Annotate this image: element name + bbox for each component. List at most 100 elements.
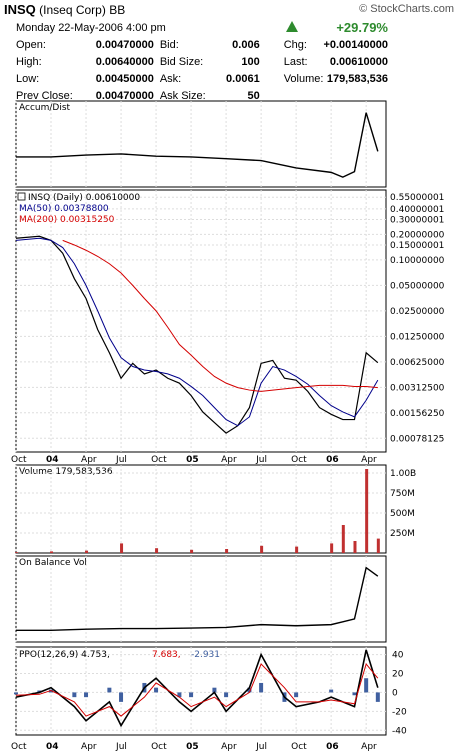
ppo-hist-bar xyxy=(364,678,369,693)
ppo-x-tick: 04 xyxy=(46,742,59,752)
ppo-hist-bar xyxy=(247,687,252,693)
ppo-hist-bar xyxy=(224,692,229,698)
ppo-tick-label: 40 xyxy=(392,651,404,661)
price-title: INSQ (Daily) 0.00610000 xyxy=(28,193,140,203)
volume-bar xyxy=(330,543,334,553)
volume-bar xyxy=(260,545,264,553)
price-x-tick: Oct xyxy=(11,455,27,465)
price-x-tick: Apr xyxy=(221,455,237,465)
price-x-tick: 05 xyxy=(186,455,199,465)
price-tick-label: 0.00625000 xyxy=(390,358,445,368)
price-x-tick: Oct xyxy=(291,455,307,465)
bidsize-label: Bid Size: xyxy=(159,55,204,68)
low-label: Low: xyxy=(16,72,40,85)
open-value: 0.00470000 xyxy=(95,38,154,51)
ppo-hist-value: -2.931 xyxy=(191,650,220,660)
ppo-hist-bar xyxy=(212,687,217,693)
volume-title: Volume 179,583,536 xyxy=(19,467,113,477)
volume-bar xyxy=(353,541,357,553)
ma50-label: MA(50) 0.00378800 xyxy=(19,204,109,214)
obv-title: On Balance Vol xyxy=(19,558,87,568)
chg-value: +0.00140000 xyxy=(323,38,388,51)
obv-line xyxy=(16,566,379,632)
high-value: 0.00640000 xyxy=(95,55,154,68)
chg-label: Chg: xyxy=(283,38,307,51)
ppo-hist-bar xyxy=(352,692,357,696)
price-x-tick: Jul xyxy=(255,455,267,465)
panel-frame-0 xyxy=(15,100,387,188)
ppo-hist-bar xyxy=(119,692,124,702)
ppo-tick-label: -40 xyxy=(392,726,407,736)
volume-bar xyxy=(50,551,54,553)
ppo-tick-label: 0 xyxy=(392,688,398,698)
price-tick-label: 0.40000001 xyxy=(390,205,444,215)
last-label: Last: xyxy=(283,55,308,68)
ppo-x-tick: 05 xyxy=(186,742,199,752)
ppo-x-tick: Apr xyxy=(361,742,377,752)
ma200-line xyxy=(62,239,378,392)
ma200-label: MA(200) 0.00315250 xyxy=(19,215,115,225)
price-x-tick: Apr xyxy=(361,455,377,465)
price-tick-label: 0.00312500 xyxy=(390,383,445,393)
ppo-signal-value: 7.683, xyxy=(152,650,181,660)
exchange-code: BB xyxy=(109,3,126,17)
ppo-hist-bar xyxy=(189,692,194,698)
price-tick-label: 0.00078125 xyxy=(390,434,444,444)
ask-label: Ask: xyxy=(159,72,182,85)
volume-tick-label: 1.00B xyxy=(390,469,416,479)
price-tick-label: 0.01250000 xyxy=(390,332,445,342)
price-line xyxy=(15,235,379,434)
quote-datetime: Monday 22-May-2006 4:00 pm xyxy=(16,21,166,34)
ppo-hist-bar xyxy=(154,687,159,693)
volume-tick-label: 250M xyxy=(390,529,415,539)
volume-bar xyxy=(120,543,124,553)
low-value: 0.00450000 xyxy=(95,72,154,85)
volume-bar xyxy=(15,552,18,553)
prevclose-label: Prev Close: xyxy=(16,89,73,102)
ppo-hist-bar xyxy=(177,692,182,698)
ppo-x-tick: Apr xyxy=(221,742,237,752)
ppo-hist-bar xyxy=(14,692,18,695)
price-tick-label: 0.00156250 xyxy=(390,409,445,419)
volume-bar xyxy=(295,546,299,553)
quote-box: Monday 22-May-2006 4:00 pm +29.79% Open:… xyxy=(16,19,388,104)
ppo-hist-bar xyxy=(259,682,264,693)
price-x-tick: 04 xyxy=(46,455,59,465)
ppo-tick-label: -20 xyxy=(392,707,407,717)
ticker-symbol: INSQ xyxy=(4,2,36,17)
panel-frame-2 xyxy=(15,464,387,554)
ma50-line xyxy=(15,237,379,427)
last-value: 0.00610000 xyxy=(329,55,388,68)
ppo-x-tick: Apr xyxy=(81,742,97,752)
ppo-hist-bar xyxy=(329,689,334,693)
ppo-hist-bar xyxy=(84,692,89,698)
volume-bar xyxy=(85,550,89,553)
asksize-value: 50 xyxy=(247,89,260,102)
panel-frame-1 xyxy=(15,189,387,453)
ppo-x-tick: Oct xyxy=(11,742,27,752)
copyright-link[interactable]: © StockCharts.com xyxy=(359,3,454,15)
price-tick-label: 0.20000000 xyxy=(390,230,445,240)
asksize-label: Ask Size: xyxy=(159,89,206,102)
price-tick-label: 0.10000000 xyxy=(390,256,445,266)
ppo-x-tick: Jul xyxy=(115,742,127,752)
price-tick-label: 0.05000000 xyxy=(390,281,445,291)
prevclose-value: 0.00470000 xyxy=(95,89,154,102)
ppo-hist-bar xyxy=(375,692,380,702)
volume-bar xyxy=(365,469,369,553)
ad-line xyxy=(16,112,379,178)
ppo-title: PPO(12,26,9) 4.753, xyxy=(19,650,110,660)
volume-bar xyxy=(341,525,345,553)
ad-title: Accum/Dist xyxy=(19,103,71,113)
price-tick-label: 0.30000001 xyxy=(390,215,444,225)
price-x-tick: Apr xyxy=(81,455,97,465)
volume-bar xyxy=(190,549,194,553)
triangle-up-icon xyxy=(266,19,324,36)
ppo-signal-line xyxy=(15,662,379,717)
volume-tick-label: 500M xyxy=(390,509,415,519)
panel-frame-4 xyxy=(15,646,387,736)
chart-header: INSQ (Inseq Corp) BB © StockCharts.com xyxy=(4,2,456,18)
price-x-tick: 06 xyxy=(326,455,339,465)
bidsize-value: 100 xyxy=(241,55,260,68)
